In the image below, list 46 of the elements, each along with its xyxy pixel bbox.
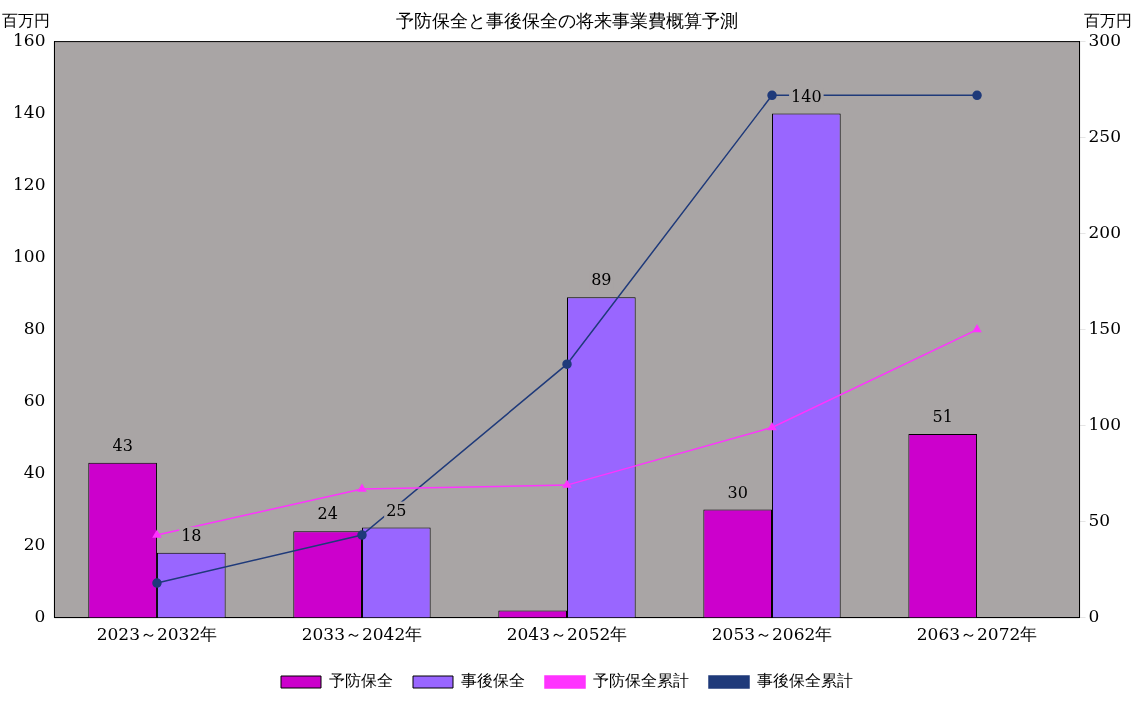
y2-tick-label: 250 xyxy=(1088,126,1122,147)
point xyxy=(152,530,162,538)
chart-title: 予防保全と事後保全の将来事業費概算予測 xyxy=(396,10,738,32)
legend-label: 予防保全累計 xyxy=(593,671,689,691)
data-label: 18 xyxy=(181,525,202,545)
y-tick-label: 80 xyxy=(23,318,46,339)
y-tick-label: 20 xyxy=(23,534,46,555)
y2-tick-label: 300 xyxy=(1088,30,1122,51)
data-label: 89 xyxy=(591,270,612,290)
y2-tick-label: 200 xyxy=(1088,222,1122,243)
point xyxy=(357,484,367,492)
point xyxy=(972,324,982,333)
data-label: 43 xyxy=(112,435,133,455)
x-tick-label: 2023～2032年 xyxy=(96,624,218,645)
y-tick-label: 60 xyxy=(23,390,46,411)
point xyxy=(767,422,777,431)
legend-label: 事後保全累計 xyxy=(757,671,853,691)
y-tick-label: 40 xyxy=(23,462,46,483)
point xyxy=(767,90,777,101)
y2-tick-label: 0 xyxy=(1088,606,1100,627)
legend-label: 予防保全 xyxy=(329,671,393,691)
x-tick-label: 2063～2072年 xyxy=(916,624,1038,645)
x-tick-label: 2043～2052年 xyxy=(506,624,628,645)
legend-label: 事後保全 xyxy=(461,671,525,691)
data-label: 30 xyxy=(727,482,748,502)
y-tick-label: 140 xyxy=(12,102,46,123)
data-label: 51 xyxy=(932,407,953,427)
y-tick-label: 120 xyxy=(12,174,46,195)
point xyxy=(152,578,162,588)
data-label: 24 xyxy=(317,504,338,524)
x-tick-label: 2053～2062年 xyxy=(711,624,833,645)
point xyxy=(562,359,572,369)
y-tick-label: 100 xyxy=(12,246,46,267)
point xyxy=(357,530,367,540)
y2-axis-title: 百万円 xyxy=(1083,10,1132,30)
x-tick-label: 2033～2042年 xyxy=(301,624,423,645)
point xyxy=(972,90,982,101)
y-axis-title: 百万円 xyxy=(2,10,51,30)
data-label: 25 xyxy=(386,500,407,520)
y-tick-label: 0 xyxy=(34,606,46,627)
y2-tick-label: 150 xyxy=(1088,318,1122,339)
data-label: 140 xyxy=(791,86,822,106)
y-tick-label: 160 xyxy=(12,30,46,51)
y2-tick-label: 50 xyxy=(1088,510,1111,531)
point xyxy=(562,480,572,488)
y2-tick-label: 100 xyxy=(1088,414,1122,435)
